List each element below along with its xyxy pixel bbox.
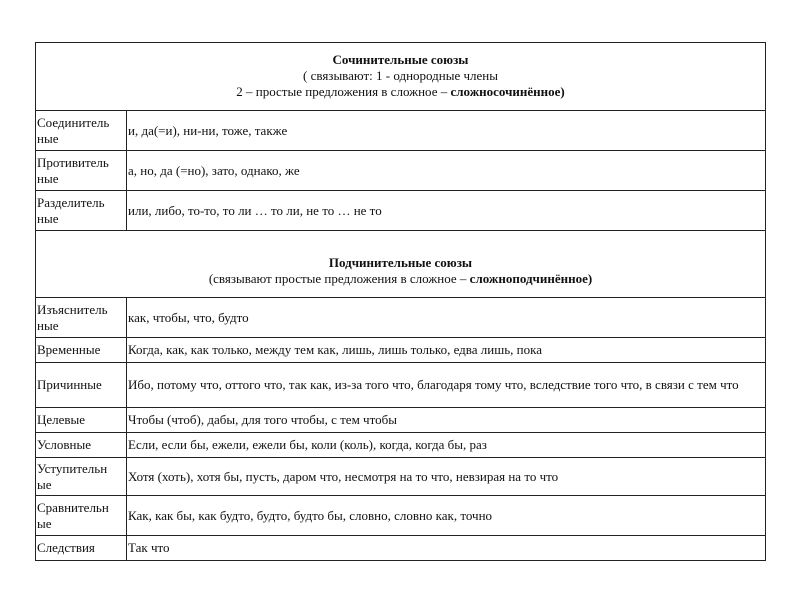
conjunctions-table: Сочинительные союзы ( связывают: 1 - одн… (35, 42, 766, 561)
section-header-cell: Подчинительные союзы (связывают простые … (35, 230, 766, 298)
row-label: Причинные (35, 362, 127, 408)
row-value: Хотя (хоть), хотя бы, пусть, даром что, … (126, 457, 766, 496)
section-subtitle-2: 2 – простые предложения в сложное – слож… (37, 84, 764, 100)
row-label: Сравнительн ые (35, 495, 127, 536)
row-value: Так что (126, 535, 766, 561)
row-value: Чтобы (чтоб), дабы, для того чтобы, с те… (126, 407, 766, 433)
row-value: Как, как бы, как будто, будто, будто бы,… (126, 495, 766, 536)
section-title: Сочинительные союзы (332, 52, 469, 67)
table-row: Условные Если, если бы, ежели, ежели бы, … (35, 432, 766, 458)
section-title: Подчинительные союзы (328, 255, 473, 270)
row-label: Соединитель ные (35, 110, 127, 151)
row-value: Если, если бы, ежели, ежели бы, коли (ко… (126, 432, 766, 458)
subtitle-bold-text: сложносочинённое) (450, 84, 565, 99)
row-label: Уступительн ые (35, 457, 127, 496)
subtitle-text: 2 – простые предложения в сложное – (236, 84, 451, 99)
row-value: или, либо, то-то, то ли … то ли, не то …… (126, 190, 766, 231)
table-row: Противитель ные а, но, да (=но), зато, од… (35, 150, 766, 191)
row-value: Ибо, потому что, оттого что, так как, из… (126, 362, 766, 408)
section-subtitle: ( связывают: 1 - однородные члены (303, 68, 498, 83)
table-row: Следствия Так что (35, 535, 766, 561)
row-label: Изъяснитель ные (35, 297, 127, 338)
table-row: Целевые Чтобы (чтоб), дабы, для того чтоб… (35, 407, 766, 433)
row-value: как, чтобы, что, будто (126, 297, 766, 338)
section-header-subordinating: Подчинительные союзы (связывают простые … (35, 230, 766, 298)
row-value: и, да(=и), ни-ни, тоже, также (126, 110, 766, 151)
section-subtitle: (связывают простые предложения в сложное… (37, 271, 764, 287)
row-value: Когда, как, как только, между тем как, л… (126, 337, 766, 363)
row-label: Целевые (35, 407, 127, 433)
row-label: Следствия (35, 535, 127, 561)
row-label: Временные (35, 337, 127, 363)
table-row: Причинные Ибо, потому что, оттого что, та… (35, 362, 766, 408)
table-row: Соединитель ные и, да(=и), ни-ни, тоже, т… (35, 110, 766, 151)
section-header-cell: Сочинительные союзы ( связывают: 1 - одн… (35, 42, 766, 111)
table-row: Временные Когда, как, как только, между т… (35, 337, 766, 363)
table-row: Изъяснитель ные как, чтобы, что, будто (35, 297, 766, 338)
table-row: Сравнительн ые Как, как бы, как будто, бу… (35, 495, 766, 536)
row-label: Противитель ные (35, 150, 127, 191)
subtitle-text: (связывают простые предложения в сложное… (208, 271, 470, 286)
row-value: а, но, да (=но), зато, однако, же (126, 150, 766, 191)
subtitle-bold-text: сложноподчинённое) (469, 271, 593, 286)
row-label: Разделитель ные (35, 190, 127, 231)
row-label: Условные (35, 432, 127, 458)
table-row: Уступительн ые Хотя (хоть), хотя бы, пуст… (35, 457, 766, 496)
table-row: Разделитель ные или, либо, то-то, то ли …… (35, 190, 766, 231)
section-header-coordinating: Сочинительные союзы ( связывают: 1 - одн… (35, 42, 766, 111)
